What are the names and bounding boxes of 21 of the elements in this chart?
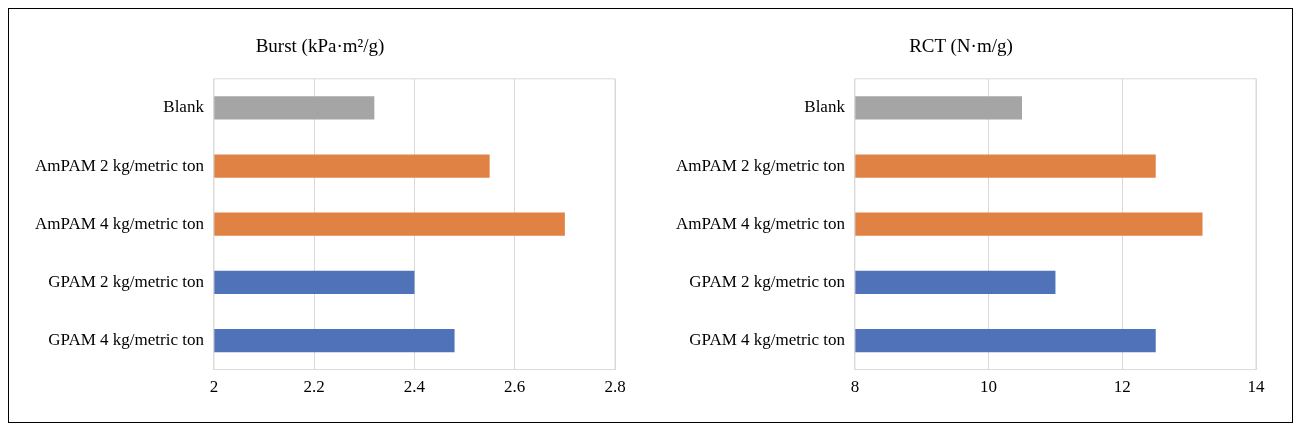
x-tick-label: 2.8 [604, 376, 626, 396]
x-tick-label: 2.2 [303, 376, 325, 396]
y-tick-label: AmPAM 4 kg/metric ton [676, 213, 846, 233]
chart-title: RCT (N·m/g) [909, 34, 1014, 57]
chart-title: Burst (kPa·m²/g) [255, 34, 385, 57]
x-tick-label: 2 [209, 376, 218, 396]
y-tick-label: GPAM 4 kg/metric ton [689, 329, 846, 349]
y-tick-label: AmPAM 2 kg/metric ton [676, 155, 846, 175]
y-tick-label: GPAM 4 kg/metric ton [47, 329, 205, 349]
x-tick-label: 2.4 [403, 376, 426, 396]
y-tick-label: Blank [163, 96, 205, 116]
x-tick-label: 12 [1114, 376, 1132, 396]
x-tick-label: 2.6 [503, 376, 526, 396]
x-tick-label: 14 [1247, 376, 1266, 396]
y-tick-label: AmPAM 2 kg/metric ton [34, 155, 205, 175]
y-tick-label: GPAM 2 kg/metric ton [47, 271, 205, 291]
y-tick-label: Blank [804, 96, 846, 116]
y-tick-label: AmPAM 4 kg/metric ton [34, 213, 205, 233]
x-tick-label: 10 [980, 376, 998, 396]
y-tick-label: GPAM 2 kg/metric ton [689, 271, 846, 291]
x-tick-label: 8 [850, 376, 860, 396]
